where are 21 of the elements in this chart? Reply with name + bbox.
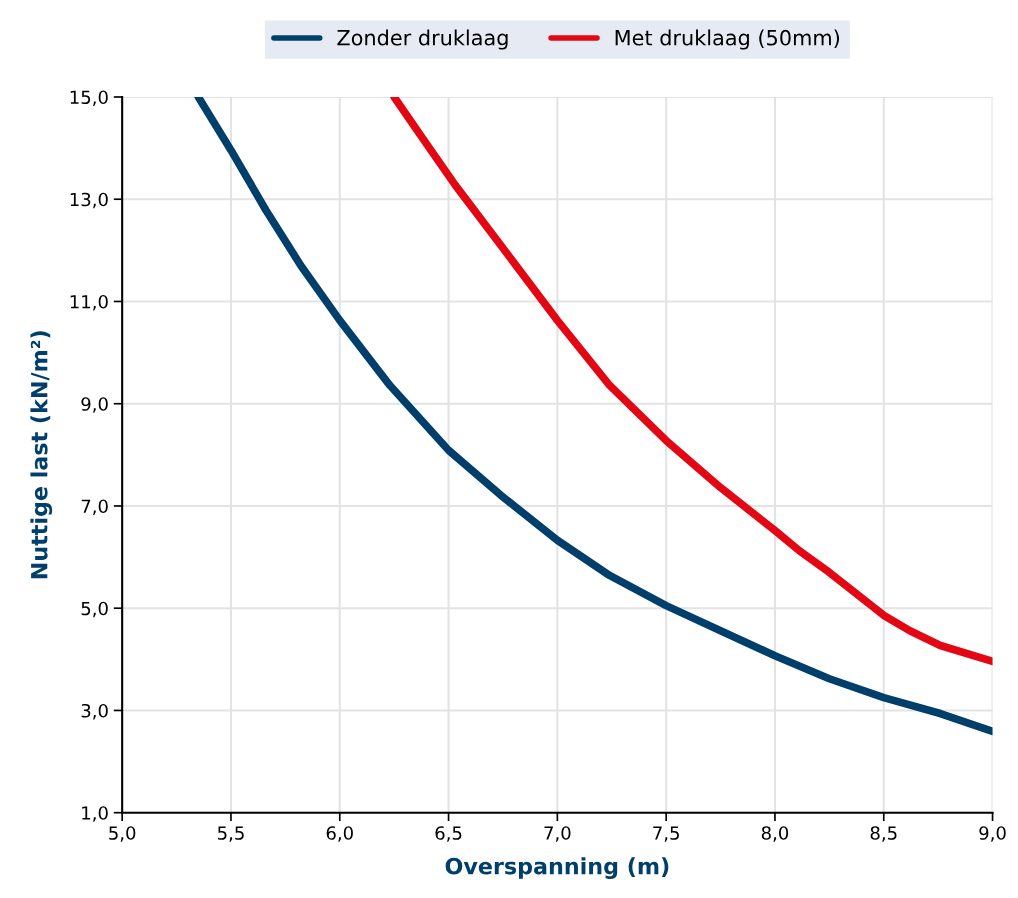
x-tick-label: 6,0 bbox=[326, 826, 353, 842]
y-tick-label: 7,0 bbox=[81, 499, 108, 515]
x-tick-label: 6,5 bbox=[435, 826, 462, 842]
x-tick-label: 8,0 bbox=[761, 826, 789, 842]
y-tick-label: 3,0 bbox=[81, 703, 108, 720]
y-tick-label: 1,0 bbox=[82, 806, 108, 822]
legend-label: Met druklaag (50mm) bbox=[615, 29, 840, 50]
x-axis-title: Overspanning (m) bbox=[445, 857, 669, 879]
y-axis-title: Nuttige last (kN/m²) bbox=[30, 331, 53, 579]
x-tick-label: 7,0 bbox=[544, 826, 571, 842]
x-tick-label: 9,0 bbox=[979, 826, 1006, 842]
y-tick-label: 9,0 bbox=[81, 397, 108, 413]
x-tick-label: 5,0 bbox=[109, 826, 136, 842]
x-tick-label: 5,5 bbox=[218, 826, 244, 842]
x-tick-label: 8,5 bbox=[870, 826, 897, 842]
y-tick-label: 13,0 bbox=[70, 192, 108, 209]
y-tick-label: 15,0 bbox=[70, 90, 108, 106]
x-tick-label: 7,5 bbox=[653, 826, 679, 842]
y-tick-label: 5,0 bbox=[81, 601, 108, 618]
y-tick-label: 11,0 bbox=[70, 294, 108, 311]
legend-label: Zonder druklaag bbox=[337, 29, 508, 50]
